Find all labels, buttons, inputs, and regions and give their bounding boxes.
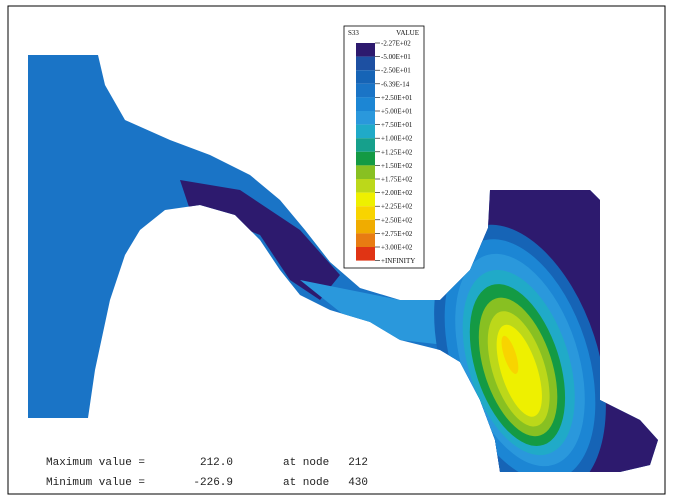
legend-label: -5.00E+01 [381, 53, 411, 61]
legend-header: VALUE [396, 29, 419, 37]
legend-label: +7.50E+01 [381, 121, 413, 129]
footer-text: -226.9 [193, 477, 233, 489]
legend-label: +5.00E+01 [381, 108, 413, 116]
legend-swatch [356, 111, 375, 125]
legend-label: +1.50E+02 [381, 162, 413, 170]
legend-swatch [356, 247, 375, 261]
legend-label: -6.39E-14 [381, 80, 410, 88]
legend-swatch [356, 179, 375, 193]
legend-swatch [356, 193, 375, 207]
footer-text: 212.0 [200, 457, 233, 469]
legend-label: +2.25E+02 [381, 203, 413, 211]
viewport: S33 VALUE -2.27E+02 -5.00E+01 -2.50E+01 -6.… [0, 0, 673, 501]
legend-swatch [356, 43, 375, 57]
footer: Maximum value = 212.0 at node 212 Minimum va… [46, 457, 368, 489]
legend-label: +2.00E+02 [381, 189, 413, 197]
legend-label: +INFINITY [381, 257, 415, 265]
legend-label: +2.50E+02 [381, 216, 413, 224]
legend-label: +2.75E+02 [381, 230, 413, 238]
legend-label: +1.25E+02 [381, 148, 413, 156]
legend-swatch [356, 152, 375, 166]
legend-label: -2.50E+01 [381, 67, 411, 75]
legend-swatch [356, 84, 375, 98]
footer-text: at node [283, 477, 329, 489]
legend-swatch [356, 57, 375, 71]
legend-swatch [356, 125, 375, 139]
legend-label: +1.00E+02 [381, 135, 413, 143]
legend-swatch [356, 206, 375, 220]
legend-swatch [356, 220, 375, 234]
legend-swatch [356, 233, 375, 247]
footer-text: Minimum value = [46, 477, 145, 489]
legend-label: +2.50E+01 [381, 94, 413, 102]
legend-label: +3.00E+02 [381, 244, 413, 252]
legend-title: S33 [348, 29, 359, 37]
legend-swatch [356, 70, 375, 84]
page: S33 VALUE -2.27E+02 -5.00E+01 -2.50E+01 -6.… [0, 0, 673, 501]
legend-swatch [356, 165, 375, 179]
mesh [0, 0, 673, 501]
legend-swatch [356, 138, 375, 152]
footer-text: 430 [348, 477, 368, 489]
footer-text: Maximum value = [46, 457, 145, 469]
legend: S33 VALUE -2.27E+02 -5.00E+01 -2.50E+01 -6.… [344, 26, 424, 268]
footer-text: at node [283, 457, 329, 469]
legend-label: -2.27E+02 [381, 40, 411, 48]
footer-text: 212 [348, 457, 368, 469]
legend-swatch [356, 97, 375, 111]
legend-label: +1.75E+02 [381, 176, 413, 184]
